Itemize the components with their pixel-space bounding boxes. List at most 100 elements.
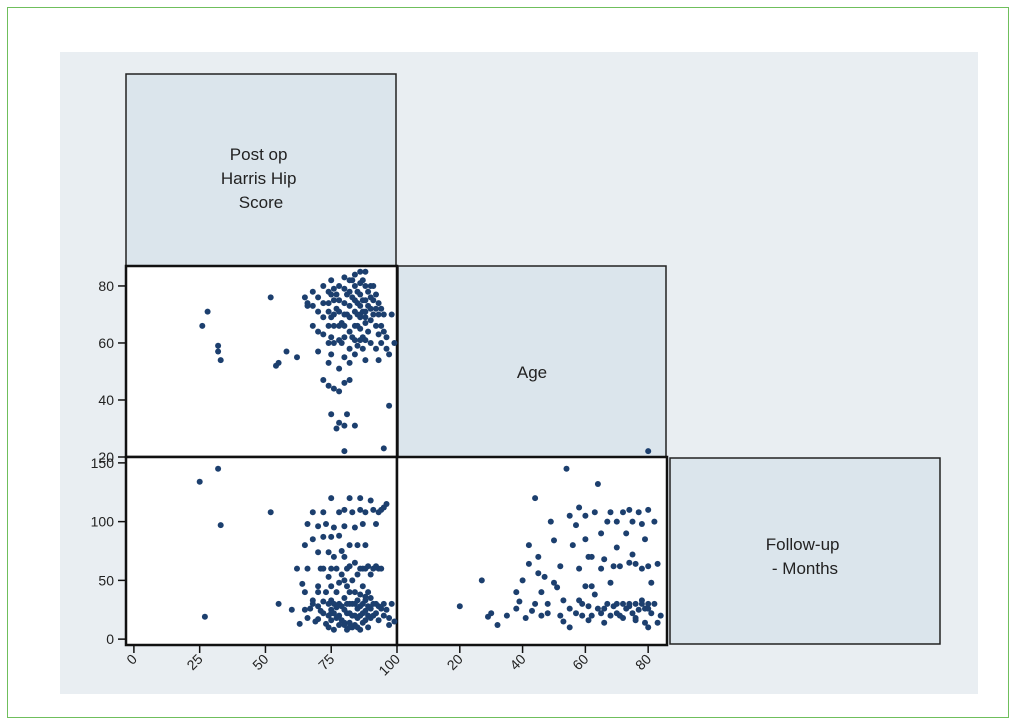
scatter-point	[620, 509, 626, 516]
scatter-point	[325, 382, 332, 389]
scatter-point	[354, 597, 361, 604]
scatter-point	[309, 288, 316, 295]
scatter-point	[346, 345, 353, 352]
scatter-point	[330, 626, 337, 633]
scatter-point	[296, 620, 303, 627]
scatter-point	[349, 577, 356, 584]
diag-label-hhs-line3: Score	[239, 193, 283, 212]
scatter-point	[386, 351, 393, 358]
scatter-point	[365, 288, 372, 295]
scatter-point	[341, 285, 348, 292]
scatter-point	[341, 577, 348, 584]
scatter-point	[362, 314, 369, 321]
scatter-point	[325, 573, 332, 580]
scatter-point	[598, 565, 605, 572]
scatter-point	[566, 512, 573, 519]
panel-age-followup	[395, 455, 669, 647]
scatter-point	[645, 624, 652, 631]
scatter-point	[370, 283, 377, 289]
y-tick-label-age: 80	[98, 278, 114, 294]
scatter-point	[651, 600, 658, 607]
scatter-point	[362, 593, 369, 600]
scatter-point	[357, 591, 364, 598]
scatter-point	[333, 425, 340, 432]
scatter-point	[573, 610, 579, 617]
scatter-point	[362, 607, 369, 614]
scatter-point	[657, 612, 664, 619]
scatter-point	[383, 345, 390, 352]
scatter-point	[585, 553, 592, 560]
scatter-point	[346, 495, 353, 502]
scatter-point	[357, 291, 364, 298]
scatter-point	[648, 610, 655, 617]
scatter-point	[354, 542, 361, 549]
scatter-point	[651, 518, 658, 525]
scatter-point	[576, 504, 583, 511]
scatter-point	[341, 523, 348, 530]
scatter-point	[304, 302, 311, 309]
scatter-point	[362, 268, 369, 275]
scatter-point	[328, 334, 335, 341]
scatter-point	[357, 495, 364, 502]
scatter-point	[645, 506, 652, 513]
scatter-point	[362, 297, 369, 304]
scatter-point	[351, 271, 358, 278]
scatter-point	[370, 506, 377, 513]
scatter-point	[320, 598, 327, 605]
scatter-point	[519, 577, 526, 584]
scatter-point	[635, 606, 642, 613]
scatter-point	[554, 584, 561, 591]
scatter-point	[346, 542, 353, 549]
scatter-point	[304, 565, 311, 572]
scatter-point	[582, 512, 589, 519]
scatter-point	[601, 605, 608, 612]
scatter-point	[591, 509, 598, 516]
scatter-point	[620, 600, 626, 607]
scatter-point	[301, 589, 308, 596]
scatter-point	[325, 322, 332, 329]
scatter-point	[557, 563, 564, 570]
scatter-point	[642, 619, 648, 626]
scatter-point	[544, 610, 551, 617]
scatter-point	[582, 536, 589, 543]
scatter-point	[325, 549, 332, 556]
scatter-point	[351, 283, 358, 289]
scatter-point	[204, 308, 211, 315]
scatter-point	[370, 297, 377, 304]
y-tick-label-age: 40	[98, 392, 114, 408]
scatter-point	[620, 615, 626, 621]
scatter-point	[357, 311, 364, 318]
scatter-point	[367, 317, 374, 324]
scatter-point	[338, 548, 345, 554]
y-tick-label-followup: 100	[91, 514, 115, 530]
scatter-point	[341, 274, 348, 281]
scatter-point	[309, 322, 316, 329]
scatter-point	[328, 533, 335, 540]
scatter-point	[341, 422, 348, 429]
scatter-point	[328, 351, 335, 358]
scatter-point	[362, 617, 369, 624]
scatter-point	[535, 570, 542, 577]
scatter-point	[386, 402, 393, 409]
scatter-point	[380, 600, 387, 607]
y-tick-label-followup: 150	[91, 455, 115, 471]
scatter-point	[338, 571, 345, 578]
scatter-point	[386, 615, 393, 621]
scatter-point	[341, 595, 348, 601]
scatter-point	[199, 322, 206, 329]
scatter-point	[341, 354, 348, 361]
scatter-point	[320, 533, 327, 540]
scatter-point	[309, 509, 316, 516]
scatter-point	[325, 359, 332, 366]
scatter-point	[309, 600, 316, 607]
diag-label-followup: Follow-up - Months	[766, 535, 844, 578]
diag-cell-age	[397, 265, 667, 458]
scatter-point	[478, 577, 485, 584]
scatter-point	[341, 622, 348, 628]
scatter-point	[344, 583, 350, 590]
scatter-point	[642, 536, 648, 543]
scatter-point	[375, 617, 382, 624]
scatter-point	[598, 610, 605, 617]
scatter-point	[330, 285, 337, 292]
scatter-point	[594, 481, 601, 487]
